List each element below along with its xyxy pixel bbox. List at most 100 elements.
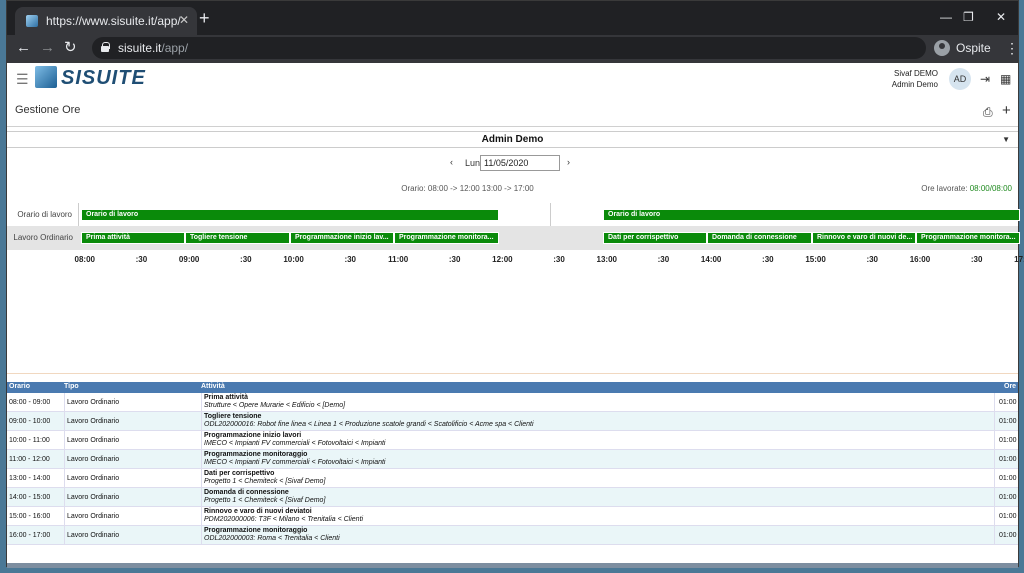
cell-ore: 01:00 (994, 488, 1020, 507)
date-input[interactable] (480, 155, 560, 171)
cell-attivita: Rinnovo e varo di nuovi deviatoi PDM20200… (201, 507, 993, 526)
company-name: Sivaf DEMO (893, 69, 938, 78)
cell-attivita: Domanda di connessione Progetto 1 < Chemi… (201, 488, 993, 507)
tab-title: https://www.sisuite.it/app/ (46, 14, 181, 28)
add-icon[interactable]: + (1002, 102, 1011, 119)
table-row[interactable]: 16:00 - 17:00 Lavoro Ordinario Programmazi… (7, 526, 1018, 545)
next-day-icon[interactable]: › (567, 157, 570, 167)
logout-icon[interactable]: ⇥ (980, 72, 991, 86)
gantt-row-label: Lavoro Ordinario (13, 233, 73, 242)
cell-tipo: Lavoro Ordinario (64, 488, 200, 507)
time-tick: 13:00 (596, 255, 617, 264)
activity-title: Dati per corrispettivo (204, 470, 275, 477)
header-tipo[interactable]: Tipo (64, 383, 79, 390)
work-bar[interactable]: Programmazione monitora... (916, 232, 1020, 244)
gantt-row-lavoro: Lavoro Ordinario Prima attività Togliere… (7, 226, 1020, 250)
table-row[interactable]: 09:00 - 10:00 Lavoro Ordinario Togliere te… (7, 412, 1018, 431)
work-bar[interactable]: Togliere tensione (185, 232, 290, 244)
work-bar[interactable]: Programmazione monitora... (394, 232, 499, 244)
date-navigator: ‹ Lun › (447, 154, 587, 172)
activity-path: ODL202000016: Robot fine linea < Linea 1… (204, 421, 534, 428)
address-bar[interactable]: sisuite.it/app/ (92, 37, 926, 59)
new-tab-icon[interactable]: + (199, 8, 210, 28)
activity-path: IMECO < Impianti FV commerciali < Fotovo… (204, 440, 386, 447)
work-bar[interactable]: Dati per corrispettivo (603, 232, 707, 244)
gantt-chart: Orario di lavoro Orario di lavoro Orario… (7, 201, 1024, 374)
time-tick: 09:00 (178, 255, 200, 264)
activity-title: Rinnovo e varo di nuovi deviatoi (204, 508, 312, 515)
time-tick: 17:00 (1014, 255, 1024, 264)
browser-window: https://www.sisuite.it/app/ ✕ + — ❐ ✕ ← … (6, 0, 1024, 568)
table-row[interactable]: 08:00 - 09:00 Lavoro Ordinario Prima attiv… (7, 393, 1018, 412)
back-icon[interactable]: ← (16, 39, 31, 56)
page-title-bar: Gestione Ore ⎙ + (7, 97, 1018, 127)
logo-mark-icon (35, 66, 57, 88)
work-bar[interactable]: Prima attività (81, 232, 185, 244)
time-tick: :30 (344, 255, 356, 264)
cell-orario: 14:00 - 15:00 (9, 494, 51, 501)
print-icon[interactable]: ⎙ (983, 105, 993, 119)
cell-attivita: Programmazione monitoraggio IMECO < Impia… (201, 450, 993, 469)
table-row[interactable]: 15:00 - 16:00 Lavoro Ordinario Rinnovo e v… (7, 507, 1018, 526)
cell-attivita: Programmazione inizio lavori IMECO < Impi… (201, 431, 993, 450)
logo[interactable]: SISUITE (35, 66, 155, 92)
table-row[interactable]: 11:00 - 12:00 Lavoro Ordinario Programmazi… (7, 450, 1018, 469)
cell-tipo: Lavoro Ordinario (64, 412, 200, 431)
activity-path: ODL202000003: Roma < Trenitalia < Client… (204, 535, 340, 542)
cell-ore: 01:00 (994, 469, 1020, 488)
profile-name: Ospite (956, 41, 991, 55)
browser-tab[interactable]: https://www.sisuite.it/app/ ✕ (15, 7, 197, 35)
apps-grid-icon[interactable]: ▦ (1000, 72, 1012, 86)
activity-title: Domanda di connessione (204, 489, 289, 496)
cell-orario: 09:00 - 10:00 (9, 418, 51, 425)
gantt-divider (7, 373, 1018, 374)
forward-icon[interactable]: → (40, 39, 55, 56)
logo-text: SISUITE (61, 67, 146, 89)
prev-day-icon[interactable]: ‹ (450, 157, 453, 167)
url-host: sisuite.it (118, 41, 162, 55)
user-name: Admin Demo (891, 80, 938, 89)
avatar[interactable]: AD (949, 68, 971, 90)
activity-path: Strutture < Opere Murarie < Edificio < [… (204, 402, 346, 409)
close-tab-icon[interactable]: ✕ (178, 13, 189, 27)
activity-table: Orario Tipo Attività Ore 08:00 - 09:00 La… (7, 382, 1018, 545)
reload-icon[interactable]: ↻ (64, 39, 77, 56)
orario-bar-morning[interactable]: Orario di lavoro (81, 209, 499, 221)
menu-kebab-icon[interactable]: ⋮ (1005, 40, 1019, 56)
work-bar[interactable]: Rinnovo e varo di nuovi de... (812, 232, 916, 244)
table-header: Orario Tipo Attività Ore (7, 382, 1018, 393)
header-orario[interactable]: Orario (9, 383, 31, 390)
profile-button[interactable]: Ospite (932, 37, 1002, 59)
restore-icon[interactable]: ❐ (963, 10, 974, 24)
user-selector[interactable]: Admin Demo ▼ (7, 131, 1018, 148)
activity-title: Prima attività (204, 394, 248, 401)
header-ore[interactable]: Ore (1004, 383, 1017, 390)
cell-orario: 11:00 - 12:00 (9, 456, 50, 463)
table-row[interactable]: 10:00 - 11:00 Lavoro Ordinario Programmazi… (7, 431, 1018, 450)
worked-hours-value: 08:00/08:00 (969, 184, 1012, 193)
table-row[interactable]: 14:00 - 15:00 Lavoro Ordinario Domanda di … (7, 488, 1018, 507)
table-row[interactable]: 13:00 - 14:00 Lavoro Ordinario Dati per co… (7, 469, 1018, 488)
close-window-icon[interactable]: ✕ (996, 10, 1007, 24)
activity-path: Progetto 1 < Chemiteck < [Sivaf Demo] (204, 478, 326, 485)
lock-icon[interactable] (101, 42, 110, 52)
work-bar[interactable]: Programmazione inizio lav... (290, 232, 394, 244)
user-selector-value: Admin Demo (481, 134, 544, 145)
gantt-time-axis: 08:00:30 09:00:30 10:00:30 11:00:30 12:00:30… (7, 255, 1024, 267)
cell-ore: 01:00 (994, 412, 1020, 431)
orario-bar-afternoon[interactable]: Orario di lavoro (603, 209, 1020, 221)
app-header: ☰ SISUITE Sivaf DEMO Admin Demo AD ⇥ ▦ (7, 63, 1018, 97)
cell-attivita: Prima attività Strutture < Opere Murarie … (201, 393, 993, 412)
cell-orario: 10:00 - 11:00 (9, 437, 50, 444)
url-path: /app/ (161, 41, 189, 55)
hamburger-menu-icon[interactable]: ☰ (16, 71, 29, 87)
gantt-row-label: Orario di lavoro (7, 203, 79, 227)
minimize-icon[interactable]: — (940, 10, 952, 24)
activity-path: PDM202000006: T3F < Milano < Trenitalia … (204, 516, 364, 523)
cell-tipo: Lavoro Ordinario (64, 469, 200, 488)
user-info: Sivaf DEMO Admin Demo (892, 68, 938, 90)
activity-title: Programmazione monitoraggio (204, 527, 308, 534)
header-attivita[interactable]: Attività (201, 383, 225, 390)
time-tick: :30 (866, 255, 878, 264)
work-bar[interactable]: Domanda di connessione (707, 232, 812, 244)
